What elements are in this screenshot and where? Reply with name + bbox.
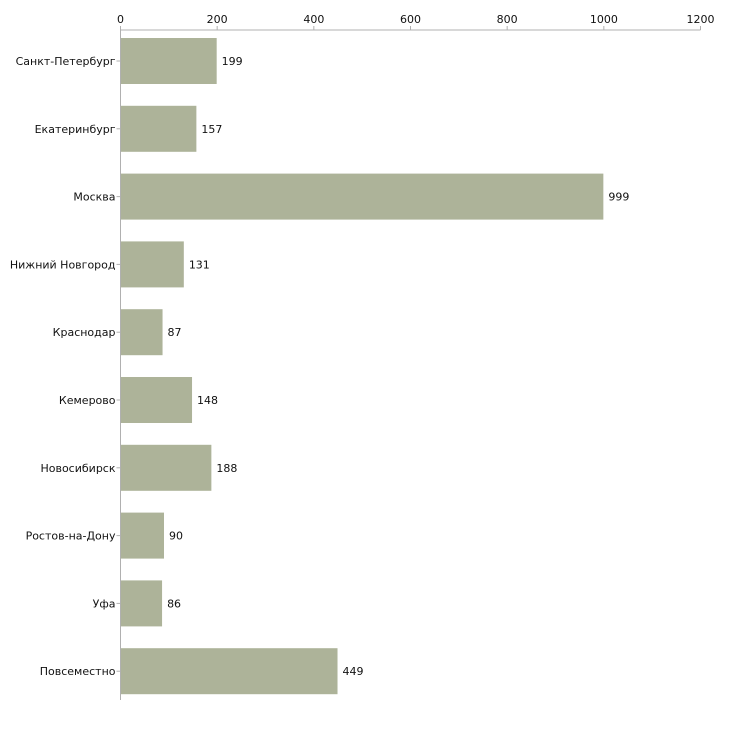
category-label: Екатеринбург [35,123,116,136]
category-label: Ростов-на-Дону [26,530,116,543]
bar[interactable] [120,105,197,152]
bar-value-label: 148 [197,394,218,407]
bar-value-label: 999 [608,191,629,204]
bar[interactable] [120,309,163,356]
category-label: Новосибирск [40,462,115,475]
bar[interactable] [120,648,338,695]
category-label: Кемерово [59,394,116,407]
bar-value-label: 90 [169,530,183,543]
x-tick-label: 1000 [590,13,618,26]
category-label: Уфа [93,597,116,610]
x-tick-label: 400 [303,13,324,26]
category-label: Нижний Новгород [10,258,116,271]
x-tick-label: 1200 [687,13,715,26]
bar[interactable] [120,512,165,559]
bar-value-label: 87 [168,326,182,339]
category-label: Повсеместно [40,665,116,678]
category-label: Санкт-Петербург [16,55,116,68]
bar-value-label: 449 [343,665,364,678]
x-tick-label: 600 [400,13,421,26]
bar-value-label: 199 [222,55,243,68]
bar-value-label: 188 [216,462,237,475]
bar-value-label: 86 [167,597,181,610]
x-tick-label: 0 [117,13,124,26]
bar[interactable] [120,444,212,491]
x-axis: 0 200 400 600 800 1000 1200 [117,13,715,31]
category-labels: Санкт-Петербург Екатеринбург Москва Нижний … [10,55,116,678]
x-tick-label: 200 [207,13,228,26]
bar[interactable] [120,580,163,627]
category-label: Краснодар [53,326,116,339]
bar-value-label: 157 [201,123,222,136]
y-axis [116,30,121,700]
bar[interactable] [120,173,604,220]
category-label: Москва [73,191,115,204]
x-tick-label: 800 [497,13,518,26]
bar-value-label: 131 [189,258,210,271]
bar[interactable] [120,377,193,423]
bars-group: 199 157 999 131 87 148 188 90 86 449 [120,38,629,695]
bar[interactable] [120,241,184,288]
bar[interactable] [120,38,217,84]
